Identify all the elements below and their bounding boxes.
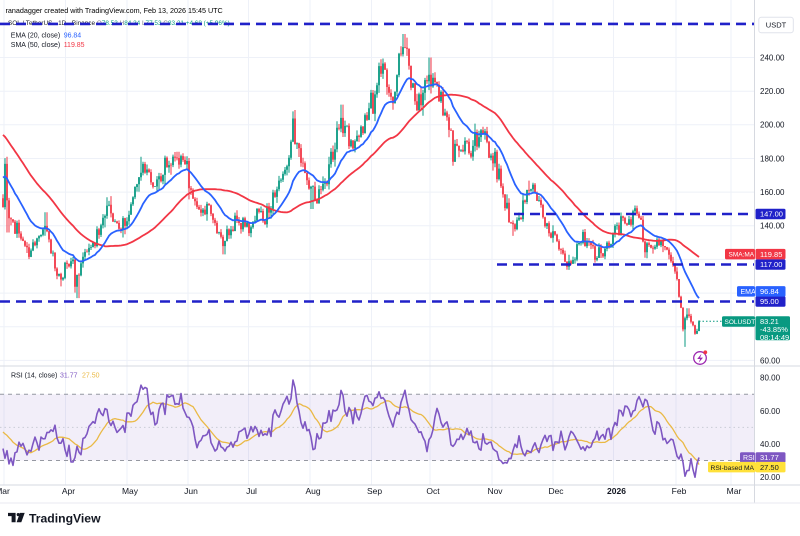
svg-text:SOLUSDT: SOLUSDT — [725, 319, 756, 326]
svg-text:147.00: 147.00 — [760, 210, 783, 219]
svg-text:Mar: Mar — [0, 486, 10, 496]
svg-text:Jun: Jun — [184, 486, 198, 496]
svg-text:Nov: Nov — [487, 486, 503, 496]
svg-text:220.00: 220.00 — [760, 87, 785, 96]
svg-text:31.77: 31.77 — [760, 453, 779, 462]
svg-text:RSI-based MA: RSI-based MA — [711, 465, 755, 472]
svg-text:SMA (50, close): SMA (50, close) — [11, 42, 60, 49]
svg-text:Dec: Dec — [548, 486, 564, 496]
svg-text:119.85: 119.85 — [760, 250, 782, 259]
svg-text:60.00: 60.00 — [760, 356, 781, 365]
svg-text:EMA: EMA — [741, 289, 757, 296]
svg-text:May: May — [122, 486, 139, 496]
svg-text:SMA:MA: SMA:MA — [729, 252, 755, 259]
svg-text:EMA (20, close): EMA (20, close) — [11, 33, 60, 40]
svg-text:95.00: 95.00 — [760, 297, 779, 306]
svg-text:Feb: Feb — [672, 486, 687, 496]
svg-text:Apr: Apr — [62, 486, 75, 496]
svg-text:180.00: 180.00 — [760, 154, 785, 163]
svg-text:240.00: 240.00 — [760, 53, 785, 62]
svg-text:31.77: 31.77 — [60, 373, 78, 380]
svg-text:40.00: 40.00 — [760, 440, 781, 449]
svg-text:Mar: Mar — [727, 486, 742, 496]
svg-text:RSI (14, close): RSI (14, close) — [11, 373, 57, 380]
svg-text:83.21: 83.21 — [760, 317, 779, 326]
svg-text:80.00: 80.00 — [760, 374, 781, 383]
svg-text:ranadagger created with Tradin: ranadagger created with TradingView.com,… — [6, 6, 223, 15]
svg-text:117.00: 117.00 — [760, 260, 782, 269]
svg-text:96.84: 96.84 — [760, 287, 779, 296]
svg-text:Oct: Oct — [426, 486, 440, 496]
svg-text:27.50: 27.50 — [82, 373, 100, 380]
svg-text:RSI: RSI — [743, 455, 755, 462]
svg-text:-43.85%: -43.85% — [760, 325, 788, 334]
svg-text:60.00: 60.00 — [760, 407, 781, 416]
svg-text:2026: 2026 — [607, 486, 626, 496]
svg-text:160.00: 160.00 — [760, 188, 785, 197]
svg-text:119.85: 119.85 — [64, 42, 85, 49]
svg-text:96.84: 96.84 — [64, 33, 82, 40]
svg-text:Sep: Sep — [367, 486, 382, 496]
svg-text:200.00: 200.00 — [760, 121, 785, 130]
svg-text:USDT: USDT — [766, 21, 787, 30]
svg-text:TradingView: TradingView — [29, 511, 101, 525]
svg-text:140.00: 140.00 — [760, 222, 785, 231]
svg-text:Jul: Jul — [246, 486, 257, 496]
svg-text:Aug: Aug — [305, 486, 320, 496]
svg-text:20.00: 20.00 — [760, 473, 781, 482]
svg-text:08:14:49: 08:14:49 — [760, 333, 789, 342]
svg-text:27.50: 27.50 — [760, 463, 779, 472]
